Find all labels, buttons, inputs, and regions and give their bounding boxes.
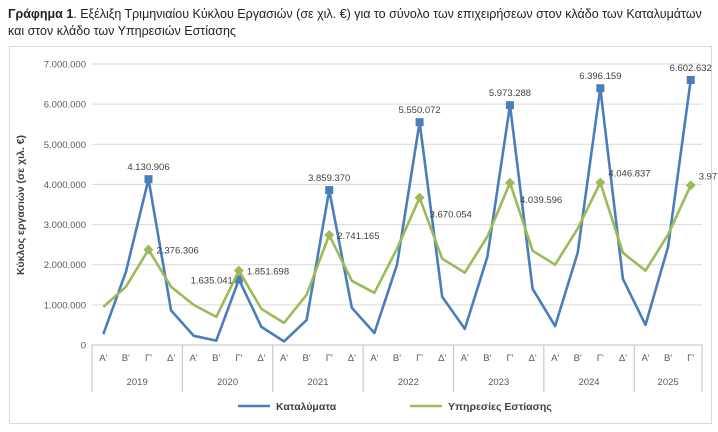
y-tick-label: 0 [81,341,86,352]
data-point [504,177,515,188]
year-label: 2019 [127,377,148,388]
data-label: 3.670.054 [430,210,472,221]
x-tick-label: Γ' [687,353,694,364]
x-tick-label: Δ' [257,353,265,364]
x-tick-label: Δ' [167,353,175,364]
year-label: 2025 [658,377,679,388]
x-tick-label: Β' [483,353,491,364]
x-tick-label: Β' [664,353,672,364]
year-label: 2023 [488,377,509,388]
data-point [595,177,606,188]
data-point [325,186,334,195]
data-point [415,118,424,127]
x-tick-label: Γ' [235,353,242,364]
x-tick-label: Γ' [597,353,604,364]
y-tick-label: 7.000.000 [44,60,86,71]
x-tick-label: Δ' [348,353,356,364]
y-tick-label: 1.000.000 [44,300,86,311]
year-label: 2020 [217,377,238,388]
data-labels: 4.130.906 1.635.041 3.859.370 5.550.072 5.97… [127,63,718,286]
x-tick-label: Γ' [145,353,152,364]
x-tick-label: Α' [99,353,107,364]
x-tick-label: Α' [641,353,649,364]
x-tick-label: Α' [280,353,288,364]
data-label: 2.376.306 [156,246,198,257]
data-point [686,75,695,84]
y-tick-label: 5.000.000 [44,140,86,151]
data-label: 6.602.632 [670,63,712,74]
x-tick-label: Β' [574,353,582,364]
y-axis-ticks: 0 1.000.000 2.000.000 3.000.000 4.000.000 5.0… [44,60,86,352]
x-tick-label: Β' [122,353,130,364]
x-tick-label: Δ' [619,353,627,364]
chart-caption: Γράφημα 1. Εξέλιξη Τριμηνιαίου Κύκλου Ερ… [8,6,712,40]
data-label: 6.396.159 [579,71,621,82]
data-point [685,180,696,191]
x-tick-label: Β' [212,353,220,364]
data-label: 1.635.041 [191,275,233,286]
data-point [596,84,605,93]
year-label: 2022 [398,377,419,388]
x-tick-label: Α' [190,353,198,364]
data-label: 4.130.906 [127,162,169,173]
caption-text: . Εξέλιξη Τριμηνιαίου Κύκλου Εργασιών (σ… [8,7,702,38]
year-label: 2021 [307,377,328,388]
x-axis: Α' Β' Γ' Δ' Α' Β' Γ' Δ' Α' Β' Γ' Δ' Α' Β' Γ' Δ' Α' Β' Γ' Δ'… [91,344,703,392]
caption-prefix: Γράφημα 1 [8,7,74,21]
x-tick-label: Γ' [416,353,423,364]
data-point [414,192,425,203]
data-point [234,275,243,284]
y-tick-label: 6.000.000 [44,100,86,111]
series-lines [102,75,696,343]
x-tick-label: Β' [303,353,311,364]
x-tick-label: Α' [461,353,469,364]
gridlines [92,63,702,346]
y-tick-label: 3.000.000 [44,220,86,231]
year-label: 2024 [578,377,599,388]
data-label: 1.851.698 [247,267,289,278]
x-tick-label: Γ' [506,353,513,364]
x-tick-label: Δ' [438,353,446,364]
x-tick-label: Δ' [528,353,536,364]
series-line [102,181,692,325]
chart-frame [9,46,712,424]
data-label: 2.741.165 [337,231,379,242]
data-label: 4.039.596 [520,195,562,206]
x-tick-label: Γ' [326,353,333,364]
series-line [102,79,692,343]
data-point [143,244,154,255]
legend-label: Καταλύματα [276,401,337,413]
data-label: 4.046.837 [608,169,650,180]
y-tick-label: 4.000.000 [44,180,86,191]
data-label: 5.550.072 [398,105,440,116]
x-tick-label: Α' [370,353,378,364]
y-axis-label: Κύκλος εργασιών (σε χιλ. €) [15,135,27,275]
data-point [144,175,153,184]
data-point [233,265,244,276]
data-point [505,101,514,110]
legend-label: Υπηρεσίες Εστίασης [448,401,552,413]
data-label: 3.859.370 [308,173,350,184]
x-tick-label: Β' [393,353,401,364]
x-tick-label: Α' [551,353,559,364]
data-label: 5.973.288 [489,88,531,99]
data-point [324,229,335,240]
legend: Καταλύματα Υπηρεσίες Εστίασης [238,401,552,413]
data-label: 3.977.114 [699,171,718,182]
y-tick-label: 2.000.000 [44,260,86,271]
